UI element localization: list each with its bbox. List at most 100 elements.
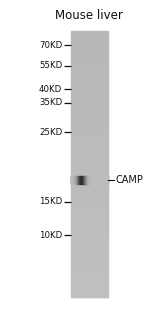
Bar [70, 142, 108, 143]
Bar [70, 180, 108, 181]
Bar [70, 125, 108, 126]
Bar [70, 135, 108, 136]
Bar [70, 151, 108, 152]
Bar [70, 184, 108, 185]
Bar [70, 132, 108, 133]
Bar [70, 249, 108, 250]
Bar [70, 260, 108, 261]
Bar [70, 76, 108, 77]
Bar [70, 294, 108, 295]
Bar [70, 215, 108, 216]
Bar [70, 236, 108, 237]
Bar [70, 108, 108, 109]
Bar [70, 178, 108, 179]
Bar [70, 84, 108, 85]
Bar [70, 185, 108, 186]
Bar [70, 113, 108, 114]
Bar [70, 92, 108, 93]
Bar [70, 71, 108, 72]
Bar [70, 137, 108, 138]
Bar [70, 40, 108, 41]
Bar [70, 106, 108, 107]
Bar [70, 114, 108, 115]
Bar [70, 196, 108, 197]
Bar [70, 50, 108, 51]
Bar [70, 99, 108, 100]
Bar [70, 78, 108, 79]
Bar [70, 123, 108, 124]
Bar [70, 86, 108, 87]
Bar [70, 45, 108, 46]
Bar [70, 288, 108, 289]
Bar [70, 46, 108, 47]
Bar [70, 152, 108, 153]
Bar [70, 292, 108, 293]
Bar [70, 143, 108, 144]
Text: 35KD: 35KD [39, 98, 62, 107]
Bar [70, 190, 108, 191]
Bar [70, 226, 108, 227]
Bar [70, 205, 108, 206]
Bar [70, 33, 108, 34]
Bar [70, 182, 108, 183]
Bar [70, 122, 108, 123]
Bar [70, 107, 108, 108]
Bar [70, 54, 108, 55]
Bar [70, 197, 108, 198]
Bar [70, 80, 108, 81]
Bar [70, 265, 108, 266]
Bar [70, 76, 108, 77]
Bar [70, 64, 108, 65]
Bar [70, 65, 108, 66]
Bar [70, 55, 108, 56]
Bar [70, 207, 108, 208]
Bar [70, 276, 108, 277]
Bar [70, 233, 108, 234]
Bar [70, 75, 108, 76]
Bar [70, 60, 108, 61]
Bar [70, 38, 108, 39]
Bar [70, 193, 108, 194]
Bar [70, 240, 108, 241]
Bar [70, 195, 108, 196]
Text: 15KD: 15KD [39, 198, 62, 206]
Bar [70, 128, 108, 129]
Bar [70, 77, 108, 78]
Bar [70, 172, 108, 173]
Bar [70, 136, 108, 137]
Bar [70, 287, 108, 288]
Bar [70, 91, 108, 92]
Bar [70, 121, 108, 122]
Bar [70, 130, 108, 131]
Bar [70, 87, 108, 88]
Bar [70, 234, 108, 235]
Bar [70, 48, 108, 49]
Bar [70, 237, 108, 238]
Bar [70, 39, 108, 40]
Bar [70, 251, 108, 252]
Bar [70, 242, 108, 243]
Bar [70, 214, 108, 215]
Bar [70, 167, 108, 168]
Bar [70, 43, 108, 44]
Bar [70, 165, 108, 166]
Bar [70, 275, 108, 276]
Bar [70, 109, 108, 110]
Bar [70, 147, 108, 148]
Bar [70, 198, 108, 199]
Bar [70, 94, 108, 95]
Bar [70, 228, 108, 229]
Text: 70KD: 70KD [39, 41, 62, 50]
Bar [70, 272, 108, 273]
Bar [70, 225, 108, 226]
Bar [70, 168, 108, 169]
Bar [70, 42, 108, 43]
Bar [70, 245, 108, 246]
Bar [70, 31, 108, 32]
Bar [70, 129, 108, 130]
Bar [70, 269, 108, 270]
Bar [70, 67, 108, 68]
Bar [70, 100, 108, 101]
Bar [70, 157, 108, 158]
Bar [70, 278, 108, 279]
